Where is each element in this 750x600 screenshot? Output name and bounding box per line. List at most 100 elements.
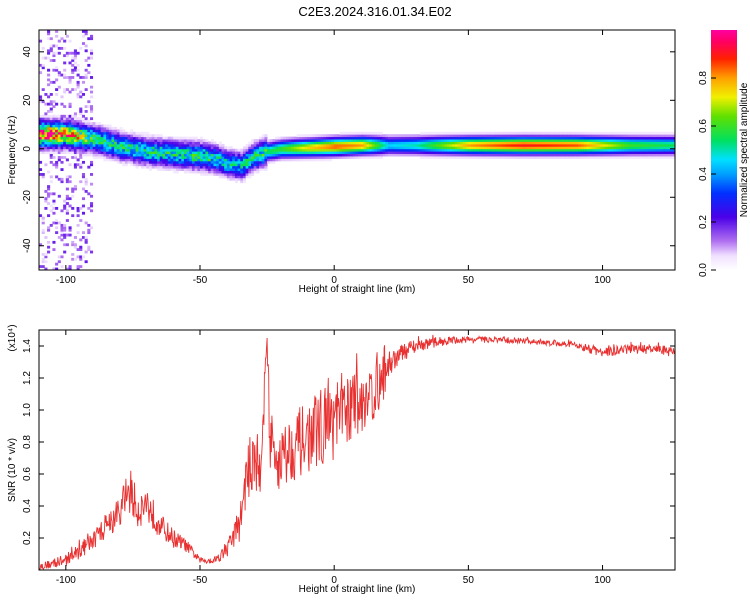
spectrogram-cell xyxy=(81,236,86,239)
spectrogram-cell xyxy=(264,153,268,157)
spectrogram-cell xyxy=(68,163,72,167)
spectrogram-cell xyxy=(438,139,442,142)
spectrogram-cell xyxy=(261,168,265,171)
spectrogram-cell xyxy=(602,131,606,135)
spectrogram-cell xyxy=(132,156,136,159)
spectrogram-cell xyxy=(570,148,574,152)
spectrogram-cell xyxy=(41,66,45,70)
spectrogram-cell xyxy=(92,141,96,145)
spectrogram-cell xyxy=(562,143,566,147)
spectrogram-cell xyxy=(60,238,64,242)
spectrogram-cell xyxy=(556,134,560,138)
spectrogram-cell xyxy=(500,143,504,147)
spectrogram-cell xyxy=(626,136,630,140)
spectrogram-cell xyxy=(310,148,314,152)
spectrogram-cell xyxy=(49,151,53,155)
spectrogram-cell xyxy=(390,136,394,140)
spectrogram-cell xyxy=(41,129,45,133)
spectrogram-cell xyxy=(637,139,641,142)
spectrogram-cell xyxy=(138,151,142,155)
spectrogram-cell xyxy=(613,141,617,145)
spectrogram-cell xyxy=(272,160,276,164)
spectrogram-cell xyxy=(122,148,126,152)
spectrogram-cell xyxy=(79,134,83,138)
spectrogram-cell xyxy=(481,141,485,145)
spectrogram-cell xyxy=(607,156,611,159)
spectrogram-cell xyxy=(146,131,150,135)
spectrogram-cell xyxy=(55,163,59,167)
spectrogram-cell xyxy=(425,134,429,138)
spectrogram-cell xyxy=(71,143,75,147)
spectrogram-cell xyxy=(108,126,112,130)
spectrogram-cell xyxy=(256,158,260,162)
spectrogram-cell xyxy=(554,146,558,150)
spectrogram-cell xyxy=(473,156,477,159)
spectrogram-cell xyxy=(653,148,657,152)
spectrogram-cell xyxy=(535,146,539,150)
spectrogram-cell xyxy=(170,158,174,162)
spectrogram-cell xyxy=(650,151,654,155)
spectrogram-cell xyxy=(379,141,383,145)
spectrogram-cell xyxy=(602,146,606,150)
spectrogram-cell xyxy=(336,143,340,147)
spectrogram-cell xyxy=(98,134,102,138)
spectrogram-cell xyxy=(310,151,314,155)
spectrogram-cell xyxy=(39,129,43,133)
spectrogram-cell xyxy=(562,141,566,145)
spectrogram-cell xyxy=(293,156,298,159)
spectrogram-cell xyxy=(661,139,665,142)
spectrogram-cell xyxy=(84,124,88,128)
spectrogram-cell xyxy=(465,139,469,142)
spectrogram-cell xyxy=(312,153,316,157)
spectrogram-cell xyxy=(65,197,69,201)
spectrogram-cell xyxy=(581,148,585,152)
snr-y-tick-label: 1.4 xyxy=(22,339,33,353)
spectrogram-cell xyxy=(350,141,354,145)
spectrogram-cell xyxy=(135,156,139,159)
spectrogram-cell xyxy=(73,122,77,125)
spectrogram-cell xyxy=(495,136,499,140)
spectrogram-cell xyxy=(505,148,510,152)
spectrogram-cell xyxy=(132,160,136,164)
spectrogram-cell xyxy=(106,146,110,150)
spectrogram-cell xyxy=(218,168,222,171)
spectrogram-cell xyxy=(41,219,45,222)
spectrogram-cell xyxy=(127,139,131,142)
spectrogram-cell xyxy=(607,148,611,152)
spectrogram-cell xyxy=(626,146,630,150)
spectrogram-cell xyxy=(143,151,147,155)
spectrogram-cell xyxy=(331,139,335,142)
spectrogram-cell xyxy=(73,185,77,188)
spectrogram-cell xyxy=(613,139,617,142)
spectrogram-cell xyxy=(248,143,252,147)
spectrogram-cell xyxy=(100,148,104,152)
spectrogram-cell xyxy=(49,153,53,157)
spectrogram-cell xyxy=(218,170,222,174)
spectrogram-cell xyxy=(473,136,477,140)
spectrogram-cell xyxy=(661,146,665,150)
spectrogram-cell xyxy=(562,146,566,150)
spectrogram-cell xyxy=(390,141,394,145)
spectrogram-cell xyxy=(326,156,330,159)
spectrogram-cell xyxy=(607,131,611,135)
spectrogram-cell xyxy=(210,146,214,150)
spectrogram-cell xyxy=(60,148,64,152)
spectrogram-cell xyxy=(253,170,257,174)
spectrogram-cell xyxy=(242,165,247,169)
spectrogram-cell xyxy=(44,102,48,106)
spectrogram-cell xyxy=(41,134,45,138)
spectrogram-cell xyxy=(251,158,255,162)
spectrogram-cell xyxy=(87,165,91,169)
spectrogram-cell xyxy=(41,117,45,121)
spectrogram-cell xyxy=(449,148,453,152)
spectrogram-cell xyxy=(530,156,534,159)
spectrogram-cell xyxy=(535,131,539,135)
spectrogram-cell xyxy=(344,136,348,140)
spectrogram-cell xyxy=(272,151,276,155)
spectrogram-cell xyxy=(326,134,330,138)
spectrogram-cell xyxy=(355,136,359,140)
spectrogram-cell xyxy=(175,146,179,150)
spectrogram-cell xyxy=(548,131,552,135)
spectrogram-cell xyxy=(240,148,244,152)
spectrogram-cell xyxy=(479,134,483,138)
